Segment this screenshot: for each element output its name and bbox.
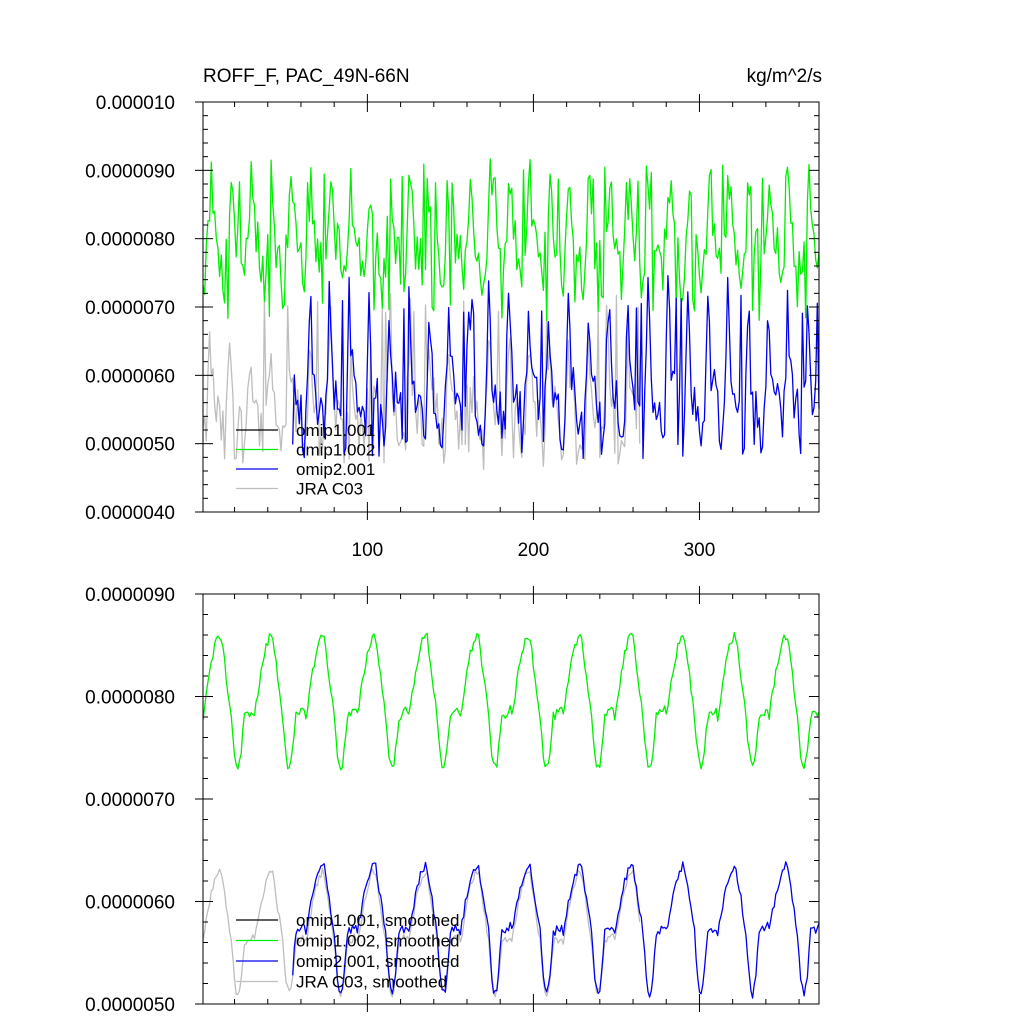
y-tick-label: 0.0000060 (85, 366, 175, 387)
top-series-group (202, 158, 820, 471)
y-tick-label: 0.0000090 (85, 161, 175, 182)
y-tick-label: 0.0000060 (85, 893, 175, 914)
x-tick-label: 300 (684, 540, 716, 561)
series-line-1 (202, 158, 820, 321)
x-tick-label: 100 (352, 540, 384, 561)
legend-label: JRA C03 (296, 480, 363, 499)
bottom-plot-frame (202, 593, 820, 1005)
units-label: kg/m^2/s (747, 66, 822, 87)
legend-label: omip2.001, smoothed (296, 952, 460, 971)
legend-label: omip1.001, smoothed (296, 911, 460, 930)
legend-label: omip1.002, smoothed (296, 932, 460, 951)
y-tick-label: 0.0000080 (85, 688, 175, 709)
y-tick-label: 0.0000070 (85, 298, 175, 319)
top-panel: ROFF_F, PAC_49N-66N kg/m^2/s 0.0000100.0… (85, 66, 822, 561)
bottom-legend: omip1.001, smoothed omip1.002, smoothedom… (236, 911, 460, 992)
bottom-panel: 0.0000090 0.0000080 0.0000070 0.0000060 0.00… (85, 585, 820, 1016)
chart-title: ROFF_F, PAC_49N-66N (203, 66, 410, 87)
legend-label: omip2.001 (296, 460, 375, 479)
legend-label: JRA C03, smoothed (296, 973, 447, 992)
top-plot-frame (202, 101, 820, 513)
bottom-tick-labels: 0.0000090 0.0000080 0.0000070 0.0000060 0.00… (85, 585, 175, 1016)
series-line-2 (292, 275, 820, 460)
y-tick-label: 0.0000040 (85, 503, 175, 524)
series-line-2 (292, 861, 820, 999)
series-line-1 (202, 631, 820, 771)
top-tick-labels: 0.000010 0.0000090 0.0000080 0.0000070 0.000… (85, 93, 715, 561)
y-tick-label: 0.0000080 (85, 230, 175, 251)
top-ticks-group (195, 94, 819, 520)
series-line-3 (202, 293, 641, 471)
bottom-ticks-group (195, 586, 819, 1012)
legend-label: omip1.002 (296, 441, 375, 460)
y-tick-label: 0.0000090 (85, 585, 175, 606)
y-tick-label: 0.0000050 (85, 435, 175, 456)
y-tick-label: 0.0000050 (85, 995, 175, 1016)
y-tick-label: 0.0000070 (85, 790, 175, 811)
series-line-3 (202, 867, 641, 998)
legend-label: omip1.001 (296, 421, 375, 440)
y-tick-label: 0.000010 (96, 93, 175, 114)
x-tick-label: 200 (518, 540, 550, 561)
bottom-series-group (202, 631, 820, 999)
